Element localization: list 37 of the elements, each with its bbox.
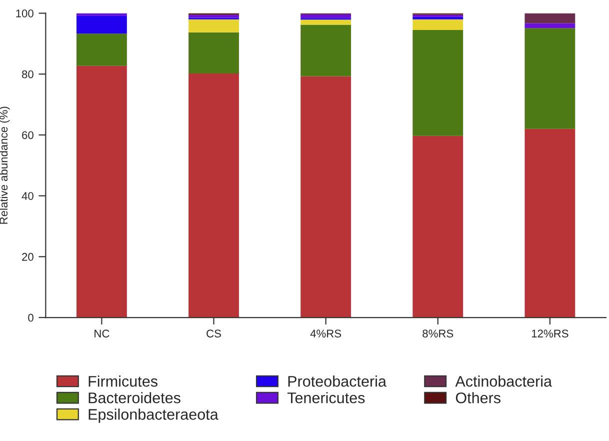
bar: [524, 23, 576, 28]
y-tick-label: 60: [22, 131, 34, 140]
legend-label: Actinobacteria: [455, 376, 552, 387]
y-tick-label: 40: [22, 192, 34, 200]
bar: [300, 76, 352, 318]
bar: [412, 19, 464, 30]
legend-label: Bacteroidetes: [88, 392, 180, 404]
bar: [524, 13, 576, 24]
bar: [412, 16, 464, 20]
legend-label: Firmicutes: [88, 376, 158, 387]
bar: [76, 16, 127, 34]
bar: [412, 30, 464, 136]
x-tick-label: 8%RS: [422, 330, 454, 338]
bar: [524, 28, 576, 129]
bar: [76, 34, 127, 66]
bar: [524, 128, 576, 318]
bar: [188, 73, 239, 318]
bar: [188, 14, 239, 18]
y-tick-label: 80: [22, 70, 34, 78]
bar: [188, 19, 239, 32]
bar: [300, 24, 352, 76]
y-tick-label: 0: [28, 314, 34, 322]
legend-label: Others: [456, 392, 500, 404]
legend-label: Proteobacteria: [288, 376, 386, 387]
bar: [76, 66, 127, 318]
bar: [300, 20, 352, 25]
x-tick-label: 4%RS: [310, 330, 342, 338]
x-tick-label: 12%RS: [532, 330, 568, 338]
legend-label: Tenericutes: [287, 392, 365, 404]
y-tick-label: 100: [16, 9, 34, 18]
x-tick-label: NC: [94, 330, 110, 338]
bar: [300, 14, 352, 18]
y-tick-label: 20: [22, 252, 34, 261]
legend-label: Epsilonbacteraeota: [88, 408, 218, 423]
x-tick-label: CS: [206, 330, 221, 338]
bar: [188, 32, 239, 74]
bar: [412, 136, 464, 318]
